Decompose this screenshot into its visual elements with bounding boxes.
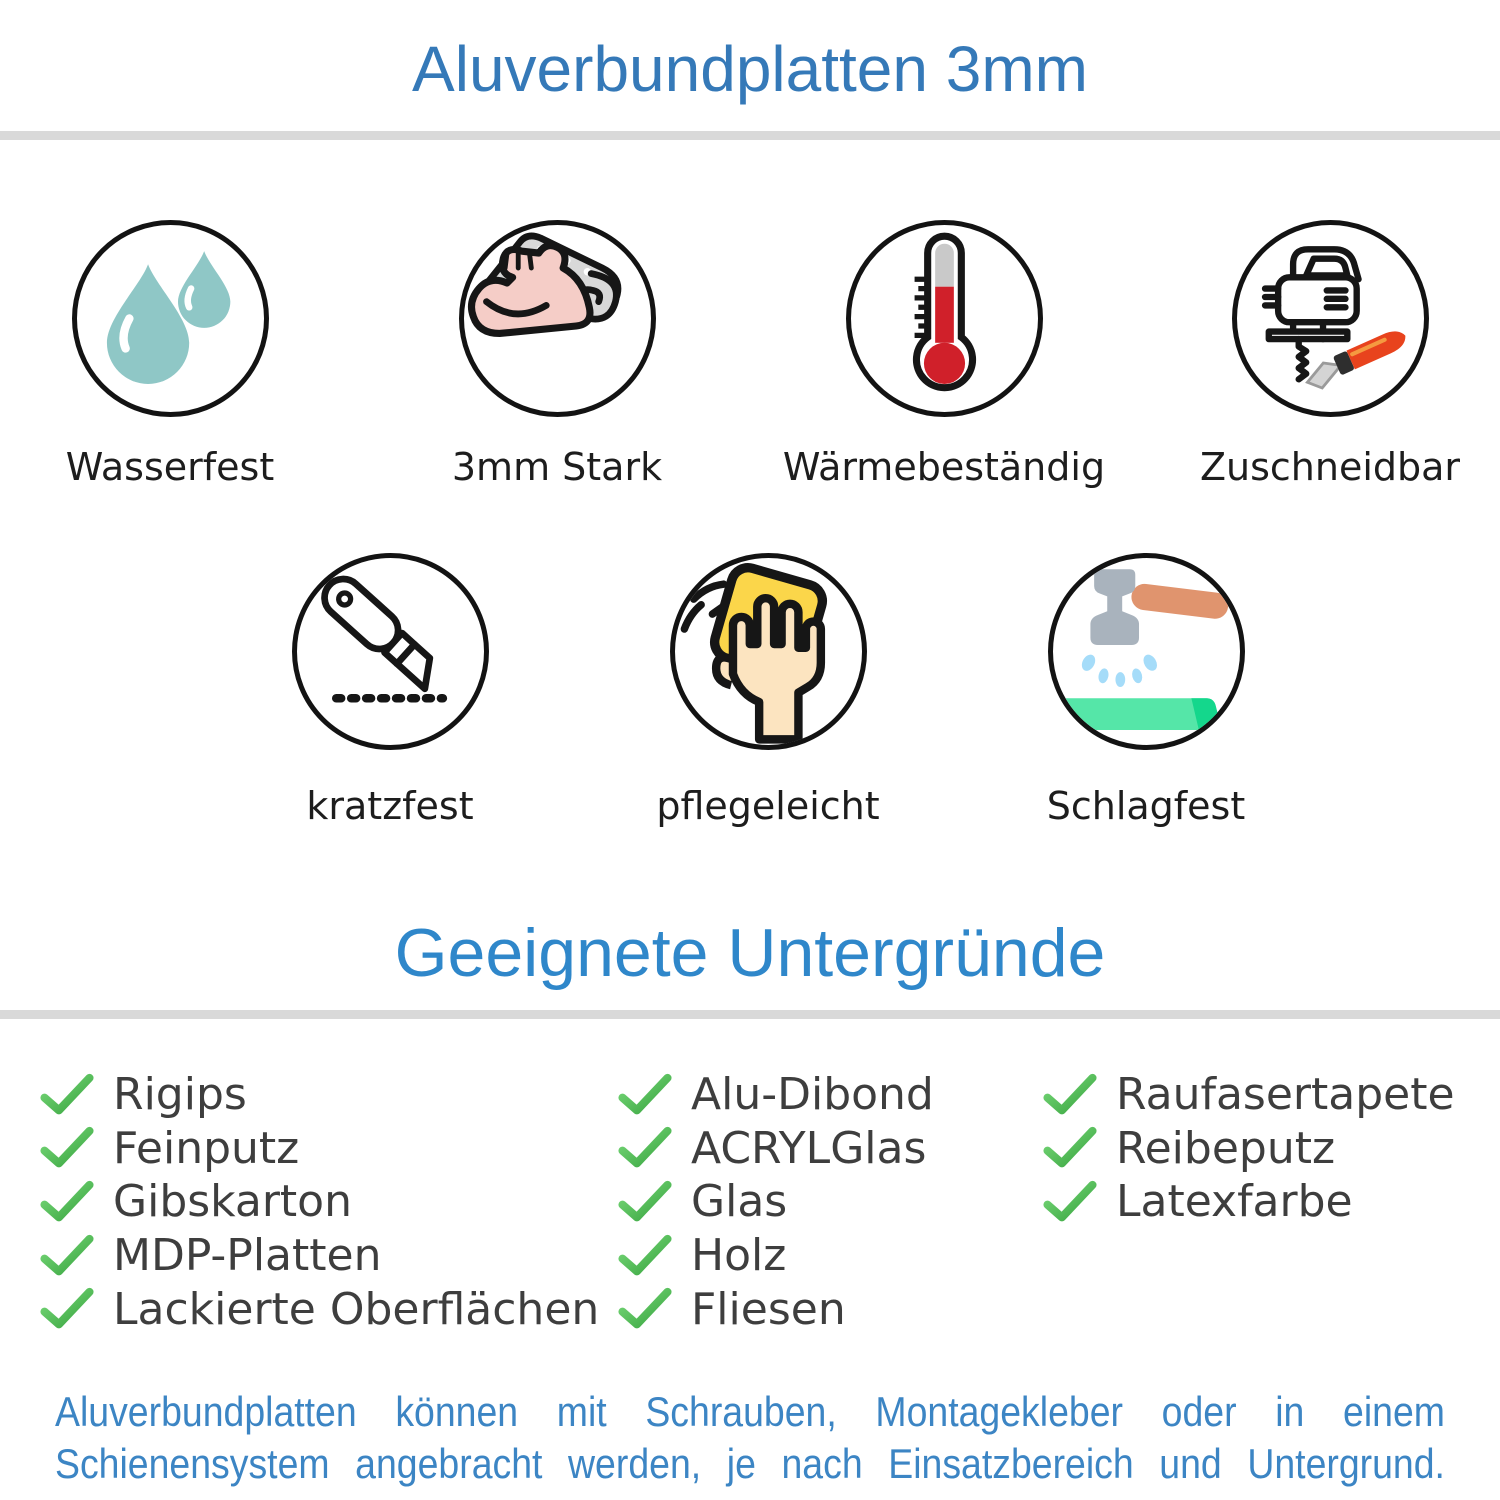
- substrate-item: Gibskarton: [40, 1175, 599, 1229]
- substrate-item: MDP-Platten: [40, 1229, 599, 1283]
- substrate-label: Reibeputz: [1116, 1122, 1336, 1174]
- utility-knife-icon: [297, 558, 484, 745]
- jigsaw-icon: [1237, 225, 1424, 412]
- cleaning-hand-icon: [675, 558, 862, 745]
- substrate-label: Raufasertapete: [1116, 1069, 1455, 1121]
- substrate-item: Lackierte Oberflächen: [40, 1282, 599, 1336]
- substrate-item: Reibeputz: [1043, 1122, 1455, 1176]
- check-icon: [618, 1126, 672, 1170]
- muscle-arm-icon: [464, 225, 651, 412]
- feature-wasserfest: Wasserfest: [0, 220, 358, 489]
- substrate-item: Holz: [618, 1229, 934, 1283]
- feature-label: 3mm Stark: [451, 445, 663, 489]
- check-icon: [1043, 1126, 1097, 1170]
- substrate-label: Lackierte Oberflächen: [113, 1283, 600, 1335]
- substrate-item: Rigips: [40, 1068, 599, 1122]
- feature-label: Wasserfest: [65, 445, 275, 489]
- footer-text-line2: Schienensystem angebracht werden, je nac…: [55, 1440, 1445, 1487]
- substrates-column-1: Rigips Feinputz Gibskarton MDP-Platten L…: [40, 1068, 599, 1336]
- substrate-label: Feinputz: [113, 1122, 300, 1174]
- divider-bar-top: [0, 131, 1500, 140]
- check-icon: [618, 1234, 672, 1278]
- feature-zuschneidbar: Zuschneidbar: [1142, 220, 1500, 489]
- feature-kratzfest: kratzfest: [202, 553, 578, 828]
- check-icon: [618, 1073, 672, 1117]
- substrate-label: Glas: [691, 1176, 788, 1228]
- substrate-item: Raufasertapete: [1043, 1068, 1455, 1122]
- substrate-label: Holz: [691, 1230, 787, 1282]
- substrate-label: Latexfarbe: [1116, 1176, 1353, 1228]
- check-icon: [40, 1126, 94, 1170]
- hammer-icon: [1053, 558, 1240, 745]
- feature-icon-circle: [71, 220, 269, 417]
- substrate-item: Alu-Dibond: [618, 1068, 934, 1122]
- feature-schlagfest: Schlagfest: [958, 553, 1334, 828]
- feature-label: kratzfest: [306, 784, 474, 828]
- substrate-item: Glas: [618, 1175, 934, 1229]
- substrate-item: Latexfarbe: [1043, 1175, 1455, 1229]
- thermometer-icon: [851, 225, 1038, 412]
- substrate-label: Alu-Dibond: [691, 1069, 934, 1121]
- check-icon: [618, 1287, 672, 1331]
- substrate-label: ACRYLGlas: [691, 1122, 927, 1174]
- substrate-label: Gibskarton: [113, 1176, 352, 1228]
- divider-bar-middle: [0, 1010, 1500, 1019]
- substrate-item: Feinputz: [40, 1122, 599, 1176]
- substrate-label: Fliesen: [691, 1283, 846, 1335]
- feature-label: pflegeleicht: [656, 784, 880, 828]
- substrates-column-2: Alu-Dibond ACRYLGlas Glas Holz Fliesen: [618, 1068, 934, 1336]
- check-icon: [618, 1180, 672, 1224]
- substrate-item: ACRYLGlas: [618, 1122, 934, 1176]
- feature-label: Wärmebeständig: [782, 445, 1106, 489]
- feature-pflegeleicht: pflegeleicht: [580, 553, 956, 828]
- page-title: Aluverbundplatten 3mm: [412, 33, 1088, 105]
- check-icon: [40, 1234, 94, 1278]
- water-drops-icon: [77, 225, 264, 412]
- feature-icon-circle: [291, 553, 489, 750]
- check-icon: [40, 1287, 94, 1331]
- feature-label: Zuschneidbar: [1199, 445, 1461, 489]
- check-icon: [1043, 1180, 1097, 1224]
- feature-icon-circle: [669, 553, 867, 750]
- feature-label: Schlagfest: [1046, 784, 1246, 828]
- feature-icon-circle: [458, 220, 656, 417]
- check-icon: [40, 1073, 94, 1117]
- feature-icon-circle: [845, 220, 1043, 417]
- check-icon: [40, 1180, 94, 1224]
- substrate-item: Fliesen: [618, 1282, 934, 1336]
- feature-icon-circle: [1047, 553, 1245, 750]
- substrate-label: MDP-Platten: [113, 1230, 382, 1282]
- footer-text-line1: Aluverbundplatten können mit Schrauben, …: [55, 1388, 1445, 1435]
- feature-3mm-stark: 3mm Stark: [369, 220, 745, 489]
- section-title-untergruende: Geeignete Untergründe: [394, 915, 1106, 991]
- substrate-label: Rigips: [113, 1069, 247, 1121]
- substrates-column-3: Raufasertapete Reibeputz Latexfarbe: [1043, 1068, 1455, 1229]
- check-icon: [1043, 1073, 1097, 1117]
- feature-waermebestaendig: Wärmebeständig: [756, 220, 1132, 489]
- feature-icon-circle: [1231, 220, 1429, 417]
